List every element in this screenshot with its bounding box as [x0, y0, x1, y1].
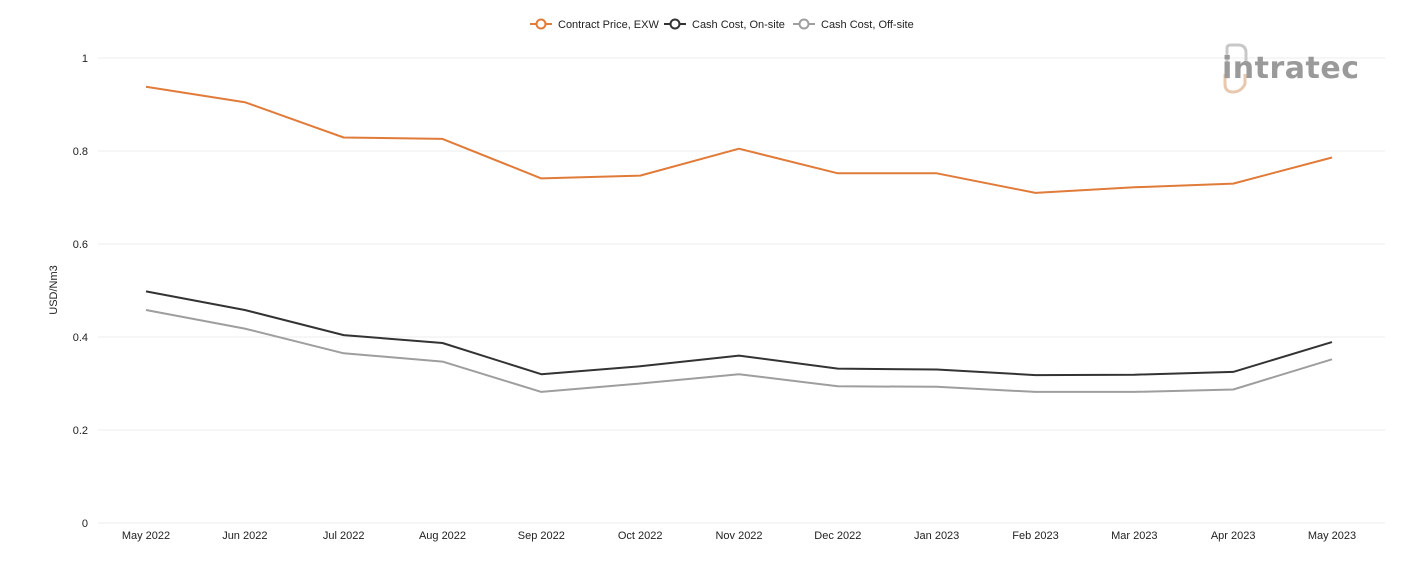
y-tick-label: 1 [82, 53, 88, 65]
y-axis-ticks: 0 0.2 0.4 0.6 0.8 1 [73, 53, 88, 530]
series-line-1 [145, 85, 1333, 194]
x-tick-label: Oct 2022 [618, 530, 663, 542]
x-tick-label: Nov 2022 [715, 530, 762, 542]
series-line-2 [145, 290, 1333, 377]
legend-swatch-marker [798, 18, 810, 30]
logo-text: intratec [1222, 51, 1360, 86]
legend-label: Contract Price, EXW [558, 19, 659, 31]
y-tick-label: 0.2 [73, 425, 88, 437]
x-tick-label: Sep 2022 [518, 530, 565, 542]
x-tick-label: Jan 2023 [914, 530, 959, 542]
y-tick-label: 0 [82, 518, 88, 530]
intratec-logo-icon [1223, 43, 1248, 94]
series-line-3 [145, 309, 1333, 393]
x-tick-label: May 2023 [1308, 530, 1356, 542]
x-tick-label: Feb 2023 [1012, 530, 1058, 542]
x-tick-label: Jun 2022 [222, 530, 267, 542]
legend-item-3[interactable]: Cash Cost, Off-site [793, 18, 914, 31]
x-tick-label: May 2022 [122, 530, 170, 542]
legend-item-2[interactable]: Cash Cost, On-site [664, 18, 785, 31]
y-tick-label: 0.4 [73, 332, 88, 344]
x-tick-label: Jul 2022 [323, 530, 365, 542]
legend-swatch-marker [535, 18, 547, 30]
x-tick-label: Dec 2022 [814, 530, 861, 542]
legend-swatch-marker [669, 18, 681, 30]
x-axis-ticks: May 2022 Jun 2022 Jul 2022 Aug 2022 Sep 2022… [122, 530, 1356, 542]
x-tick-label: Mar 2023 [1111, 530, 1157, 542]
legend-item-1[interactable]: Contract Price, EXW [530, 18, 659, 31]
legend: Contract Price, EXW Cash Cost, On-site Cas… [530, 18, 914, 31]
intratec-logo: intratec [1222, 43, 1360, 94]
y-tick-label: 0.6 [73, 239, 88, 251]
grid-lines [98, 57, 1385, 524]
legend-label: Cash Cost, Off-site [821, 19, 914, 31]
y-axis-title: USD/Nm3 [48, 265, 60, 315]
x-tick-label: Apr 2023 [1211, 530, 1256, 542]
y-tick-label: 0.8 [73, 146, 88, 158]
series-lines [145, 85, 1333, 393]
x-tick-label: Aug 2022 [419, 530, 466, 542]
legend-label: Cash Cost, On-site [692, 19, 785, 31]
